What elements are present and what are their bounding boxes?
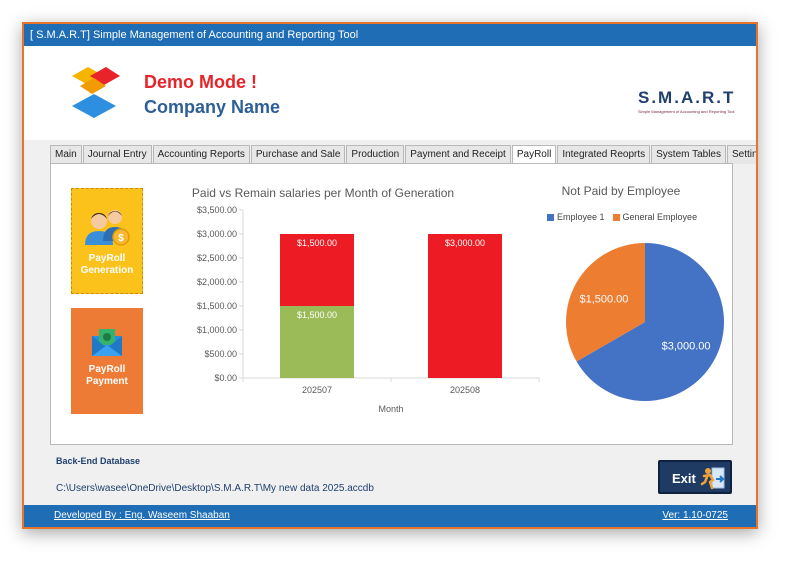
status-footer: Developed By : Eng. Waseem Shaaban Ver: … bbox=[24, 505, 756, 527]
bar-segment bbox=[280, 234, 354, 306]
payment-envelope-icon bbox=[92, 329, 122, 356]
pie-slice-general-employee bbox=[566, 243, 645, 362]
payroll-generation-button[interactable]: $ PayRoll Generation bbox=[71, 188, 143, 294]
exit-label: Exit bbox=[672, 471, 696, 486]
y-tick-label: $1,500.00 bbox=[197, 301, 237, 311]
employees-icon: $ bbox=[85, 210, 130, 246]
y-tick-label: $500.00 bbox=[204, 349, 237, 359]
svg-text:$: $ bbox=[118, 233, 124, 244]
legend-item-employee-1: Employee 1 bbox=[547, 212, 605, 222]
app-window: [ S.M.A.R.T] Simple Management of Accoun… bbox=[22, 22, 758, 529]
x-tick-label: 202508 bbox=[450, 385, 480, 395]
window-title: [ S.M.A.R.T] Simple Management of Accoun… bbox=[24, 24, 756, 46]
brand-subtitle: Simple Management of Accounting and Repo… bbox=[638, 109, 735, 114]
x-tick-label: 202507 bbox=[302, 385, 332, 395]
pie-legend: Employee 1 General Employee bbox=[547, 212, 697, 222]
y-tick-label: $3,000.00 bbox=[197, 229, 237, 239]
main-tabs: Main Journal Entry Accounting Reports Purch… bbox=[50, 145, 756, 165]
tab-payment-and-receipt[interactable]: Payment and Receipt bbox=[405, 145, 511, 164]
payroll-payment-button[interactable]: PayRoll Payment bbox=[71, 308, 143, 414]
tab-main[interactable]: Main bbox=[50, 145, 82, 164]
tab-settings[interactable]: Settings bbox=[726, 145, 756, 164]
tab-accounting-reports[interactable]: Accounting Reports bbox=[152, 145, 250, 164]
exit-door-icon bbox=[700, 467, 725, 490]
exit-button[interactable]: Exit bbox=[658, 460, 732, 494]
backend-database-label: Back-End Database bbox=[56, 456, 141, 466]
bar-segment bbox=[428, 234, 502, 378]
bar-segment bbox=[280, 306, 354, 378]
app-header: Demo Mode ! Company Name S.M.A.R.T Simpl… bbox=[24, 46, 756, 140]
y-tick-label: $2,000.00 bbox=[197, 277, 237, 287]
developer-credit: Developed By : Eng. Waseem Shaaban bbox=[54, 510, 230, 521]
company-name: Company Name bbox=[144, 97, 281, 117]
pie-data-label: $1,500.00 bbox=[579, 293, 628, 305]
y-tick-label: $0.00 bbox=[214, 373, 237, 383]
bar-data-label: $3,000.00 bbox=[445, 238, 485, 248]
tab-journal-entry[interactable]: Journal Entry bbox=[82, 145, 152, 164]
payroll-charts: $0.00 $500.00 $1,000.00 $1,500.00 $2,000.00 $… bbox=[197, 205, 724, 414]
bar-data-label: $1,500.00 bbox=[297, 310, 337, 320]
legend-label: General Employee bbox=[622, 212, 698, 222]
pie-data-label: $3,000.00 bbox=[662, 341, 711, 353]
legend-label: Employee 1 bbox=[557, 212, 605, 222]
tab-purchase-and-sale[interactable]: Purchase and Sale bbox=[250, 145, 346, 164]
tab-system-tables[interactable]: System Tables bbox=[651, 145, 726, 164]
payroll-panel: $ PayRoll Generation PayRoll Payment Pai… bbox=[50, 163, 733, 445]
pie-slice-employee-1 bbox=[576, 243, 724, 401]
version-label: Ver: 1.10-0725 bbox=[662, 510, 728, 521]
brand-text: S.M.A.R.T bbox=[638, 88, 736, 107]
tab-integrated-reoprts[interactable]: Integrated Reoprts bbox=[557, 145, 651, 164]
backend-database-path: C:\Users\wasee\OneDrive\Desktop\S.M.A.R.… bbox=[56, 483, 374, 494]
x-axis-title: Month bbox=[378, 404, 403, 414]
smart-brand-logo: S.M.A.R.T Simple Management of Accountin… bbox=[638, 88, 734, 122]
y-tick-label: $1,000.00 bbox=[197, 325, 237, 335]
payroll-generation-label: PayRoll Generation bbox=[80, 253, 134, 276]
company-logo-icon bbox=[72, 67, 120, 118]
legend-item-general-employee: General Employee bbox=[612, 212, 698, 222]
payroll-payment-label: PayRoll Payment bbox=[86, 364, 128, 387]
tab-production[interactable]: Production bbox=[346, 145, 405, 164]
y-tick-label: $3,500.00 bbox=[197, 205, 237, 215]
bar-chart-title: Paid vs Remain salaries per Month of Gen… bbox=[191, 186, 455, 200]
y-tick-label: $2,500.00 bbox=[197, 253, 237, 263]
pie-chart-title: Not Paid by Employee bbox=[561, 184, 681, 198]
tab-payroll[interactable]: PayRoll bbox=[511, 145, 557, 165]
bar-data-label: $1,500.00 bbox=[297, 238, 337, 248]
demo-mode-label: Demo Mode ! bbox=[144, 72, 258, 92]
